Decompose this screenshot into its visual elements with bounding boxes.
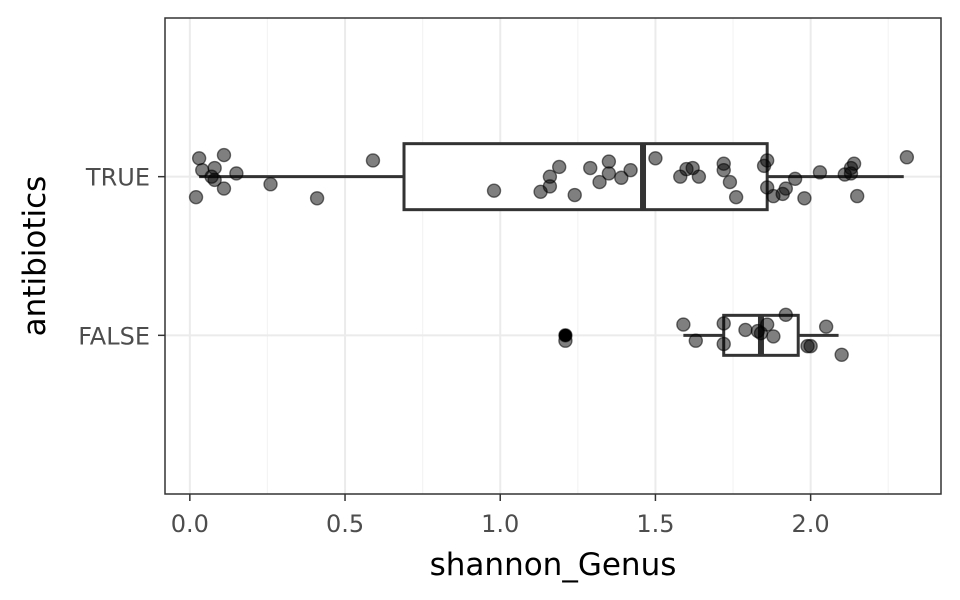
data-point [812,165,828,180]
data-point [558,333,573,348]
boxplot-boxes [199,142,904,357]
data-point [207,172,222,188]
data-point [849,188,865,204]
data-point [728,189,744,205]
data-point [592,174,607,190]
data-point [787,171,803,187]
x-tick-label: 0.5 [326,510,364,538]
data-point [797,191,812,206]
data-point [778,307,793,323]
data-point [691,169,707,184]
data-point [688,333,703,348]
jittered-points [188,147,915,362]
panel-border [164,17,942,495]
data-point [542,169,558,184]
data-point [229,166,244,181]
x-axis: 0.0 0.5 1.0 1.5 2.0 [171,494,830,538]
data-point [738,322,753,338]
data-point [583,160,598,176]
y-axis-title: antibiotics [17,176,53,337]
data-point [676,317,691,332]
data-point [716,162,731,178]
data-point [759,317,775,332]
data-point [216,147,232,163]
data-point [263,177,278,192]
x-tick-label: 2.0 [792,510,830,538]
y-axis: TRUE FALSE [78,164,165,350]
data-point [191,151,207,166]
minor-gridlines [266,18,889,494]
data-point [716,316,731,331]
y-tick-label: TRUE [85,164,150,192]
data-point [216,181,232,196]
x-axis-title: shannon_Genus [430,547,677,583]
data-point [567,187,582,203]
plot-panel [165,18,941,494]
data-point [601,166,617,181]
data-point [552,159,567,175]
data-point [834,347,849,362]
data-point [899,150,915,165]
data-point [778,181,793,196]
data-point [601,154,617,169]
data-point [766,329,781,344]
data-point [722,174,738,190]
data-point [818,319,834,334]
x-tick-label: 0.0 [171,510,209,538]
data-point [803,338,818,354]
data-point [309,191,325,206]
data-point [648,151,663,166]
x-tick-label: 1.5 [636,510,674,538]
box-iqr [402,142,769,212]
data-point [759,153,775,168]
data-point [716,336,731,352]
data-point [188,189,204,205]
box-true [199,142,904,212]
data-point [623,162,638,178]
data-point [486,183,502,198]
data-point [365,153,381,168]
x-tick-label: 1.0 [481,510,519,538]
y-tick-label: FALSE [78,322,150,350]
data-point [614,170,629,185]
data-point [846,156,862,171]
